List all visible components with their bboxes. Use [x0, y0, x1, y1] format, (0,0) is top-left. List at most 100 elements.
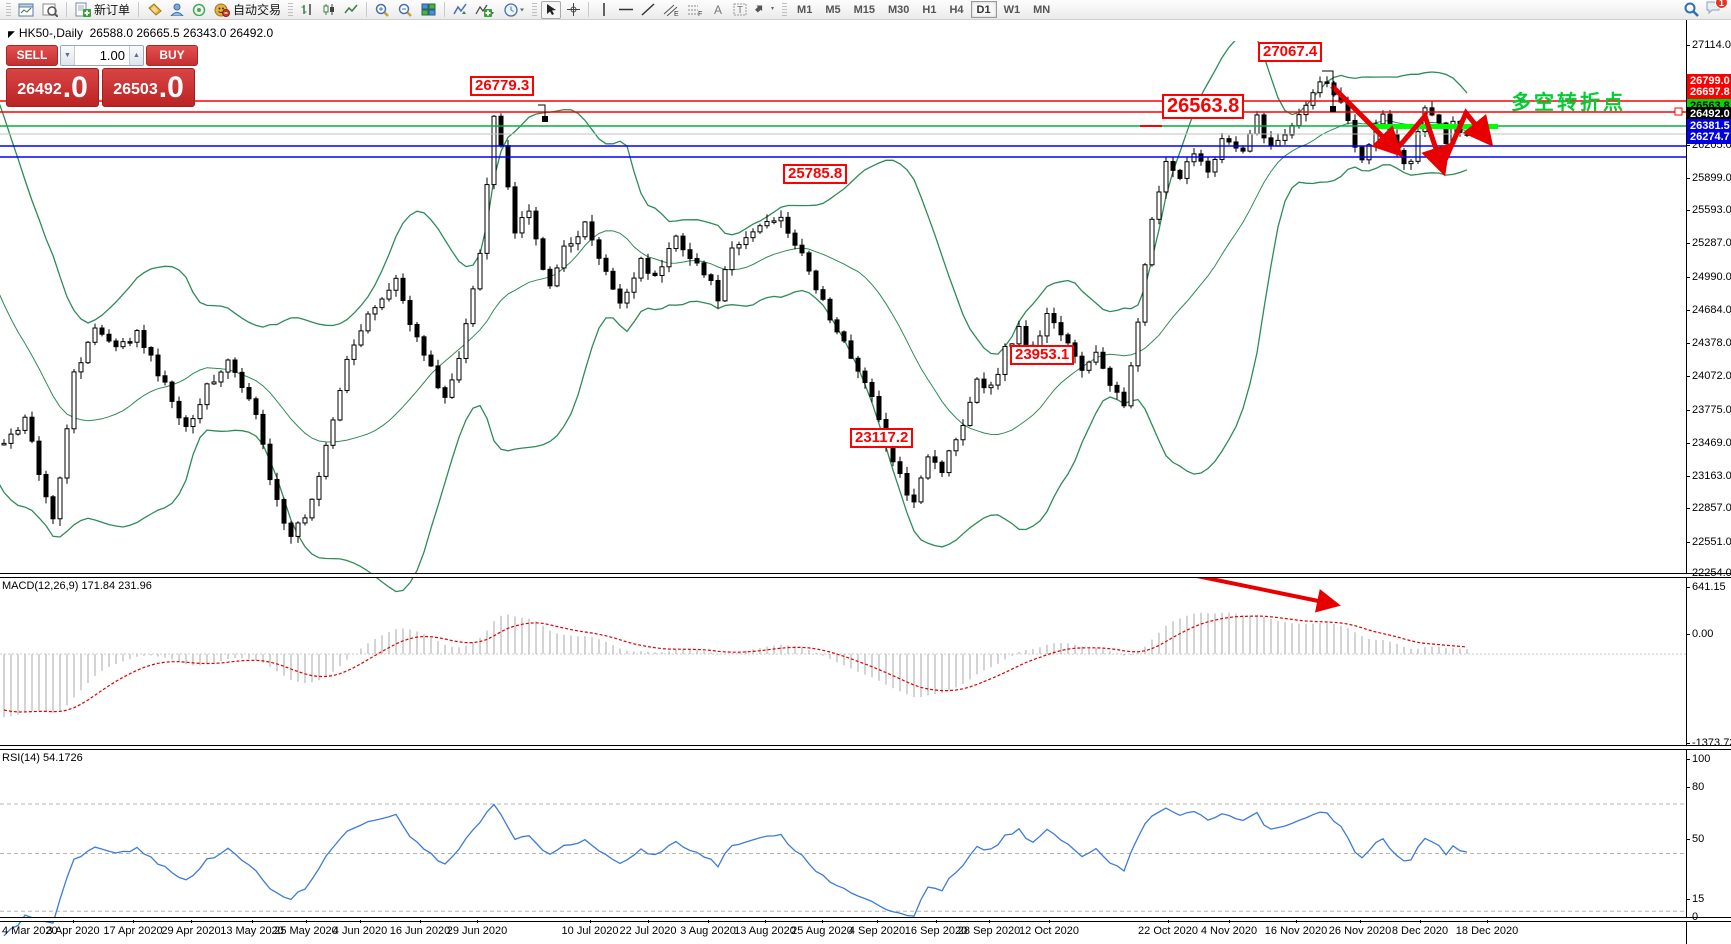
timeframe-m1-button[interactable]: M1: [797, 3, 813, 16]
toolbar-drag-handle[interactable]: [288, 2, 294, 17]
zoom-out-button[interactable]: [395, 1, 416, 19]
rsi-tick-label: 80: [1692, 781, 1705, 793]
date-axis-label: 10 Jul 2020: [561, 925, 619, 937]
autotrading-label: 自动交易: [233, 3, 282, 17]
candle-chart-mode-button[interactable]: [319, 1, 339, 19]
date-tick-mark: [1229, 920, 1230, 923]
timeframe-m5-button[interactable]: M5: [825, 3, 841, 16]
price-annotation-box[interactable]: 26563.8: [1162, 94, 1245, 119]
horizontal-line-tool-button[interactable]: [616, 1, 636, 19]
price-annotation-box[interactable]: 25785.8: [783, 164, 848, 184]
tile-windows-button[interactable]: [418, 1, 439, 19]
price-annotation-box[interactable]: 26779.3: [470, 76, 535, 96]
horizontal-line-icon: [619, 8, 634, 11]
search-icon[interactable]: [1684, 2, 1699, 17]
rsi-label: RSI(14) 54.1726: [2, 752, 83, 764]
price-annotation-box[interactable]: 23953.1: [1010, 345, 1075, 365]
new-order-button[interactable]: 新订单: [72, 1, 133, 19]
date-tick-mark: [420, 920, 421, 923]
date-axis-label: 3 Aug 2020: [680, 925, 736, 937]
macd-tick-label: -1373.73: [1692, 737, 1731, 749]
indicator-list-icon: [453, 3, 467, 15]
broadcast-icon: [192, 3, 206, 16]
toolbar-separator: [66, 2, 67, 17]
date-tick-mark: [1168, 920, 1169, 923]
date-axis-label: 25 Aug 2020: [791, 925, 853, 937]
turning-point-note[interactable]: 多空转折点: [1511, 92, 1626, 114]
price-tick-label: 22254.0: [1692, 567, 1731, 579]
date-tick-mark: [306, 920, 307, 923]
rsi-tick-label: 50: [1692, 833, 1705, 845]
price-annotation-box[interactable]: 23117.2: [850, 428, 914, 448]
macd-tick-label: 641.15: [1692, 581, 1726, 593]
macd-rsi-divider[interactable]: [0, 745, 1731, 750]
price-tick-mark: [1686, 243, 1690, 244]
zoom-in-button[interactable]: [372, 1, 393, 19]
volume-value[interactable]: 1.00: [99, 47, 125, 63]
timeframe-h1-button[interactable]: H1: [922, 3, 937, 16]
crosshair-tool-button[interactable]: [563, 1, 583, 19]
vertical-line-tool-button[interactable]: [594, 1, 614, 19]
periods-button[interactable]: [500, 1, 528, 19]
timeframe-m30-button[interactable]: M30: [888, 3, 910, 16]
price-tick-mark: [1686, 443, 1690, 444]
date-axis-label: 18 Dec 2020: [1455, 925, 1519, 937]
signals-button[interactable]: [189, 1, 209, 19]
add-indicator-button[interactable]: [472, 1, 498, 19]
toolbar-drag-handle[interactable]: [6, 2, 11, 17]
notifications-button[interactable]: 1: [1705, 0, 1728, 19]
line-chart-mode-button[interactable]: [341, 1, 361, 19]
date-tick-mark: [73, 920, 74, 923]
volume-field[interactable]: ▼ 1.00 ▲: [60, 44, 144, 66]
price-tick-label: 23163.0: [1692, 470, 1731, 482]
date-axis-label: 12 Oct 2020: [1019, 925, 1079, 937]
arrows-tool-button[interactable]: [752, 1, 778, 19]
date-tick-mark: [1049, 920, 1050, 923]
new-chart-window-button[interactable]: [15, 1, 37, 19]
timeframe-h4-button[interactable]: H4: [949, 3, 964, 16]
chart-window-icon: [18, 3, 34, 16]
toolbar-drag-handle[interactable]: [782, 2, 788, 17]
price-badge: 26799.0: [1687, 74, 1731, 88]
price-annotation-box[interactable]: 27067.4: [1258, 42, 1323, 62]
community-button[interactable]: [167, 1, 187, 19]
indicators-button[interactable]: [450, 1, 470, 19]
main-toolbar: 新订单 自动交易: [0, 0, 1731, 20]
profiles-button[interactable]: [39, 1, 61, 19]
cursor-tool-button[interactable]: [541, 0, 562, 19]
price-badge: 26697.8: [1687, 85, 1731, 99]
sell-price-panel[interactable]: 26492 .0: [6, 68, 99, 107]
date-axis-label: 16 Nov 2020: [1264, 925, 1328, 937]
bar-chart-mode-button[interactable]: [297, 1, 317, 19]
sell-button[interactable]: SELL: [6, 44, 58, 66]
date-tick-mark: [1420, 920, 1421, 923]
price-tick-mark: [1686, 508, 1690, 509]
zoom-out-icon: [398, 3, 412, 17]
date-axis-label: 3 Apr 2020: [46, 925, 100, 937]
volume-decrease-button[interactable]: ▼: [61, 45, 75, 65]
macd-tick-mark: [1686, 743, 1690, 744]
market-watch-button[interactable]: [144, 1, 165, 19]
autotrading-button[interactable]: 自动交易: [211, 1, 284, 19]
text-tool-button[interactable]: A: [708, 1, 728, 19]
toolbar-drag-handle[interactable]: [532, 2, 538, 17]
channel-tool-button[interactable]: E: [660, 1, 682, 19]
trendline-tool-button[interactable]: [638, 1, 658, 19]
chart-window[interactable]: [0, 20, 1731, 944]
line-chart-icon: [344, 4, 358, 14]
timeframe-m15-button[interactable]: M15: [853, 3, 875, 16]
fibonacci-icon: F: [688, 5, 702, 16]
timeframe-w1-button[interactable]: W1: [1003, 3, 1021, 16]
timeframe-d1-button[interactable]: D1: [970, 1, 997, 18]
text-label-tool-button[interactable]: T: [730, 1, 750, 19]
date-tick-mark: [133, 920, 134, 923]
timeframe-mn-button[interactable]: MN: [1033, 3, 1051, 16]
date-axis-label: 25 May 2020: [274, 925, 338, 937]
main-macd-divider[interactable]: [0, 573, 1731, 578]
buy-price-panel[interactable]: 26503 .0: [102, 68, 195, 107]
fibonacci-tool-button[interactable]: F: [684, 1, 706, 19]
volume-increase-button[interactable]: ▲: [129, 45, 143, 65]
buy-button[interactable]: BUY: [146, 44, 198, 66]
date-axis-label: 4 Sep 2020: [848, 925, 906, 937]
chart-ohlc-values: 26588.0 26665.5 26343.0 26492.0: [89, 26, 274, 40]
